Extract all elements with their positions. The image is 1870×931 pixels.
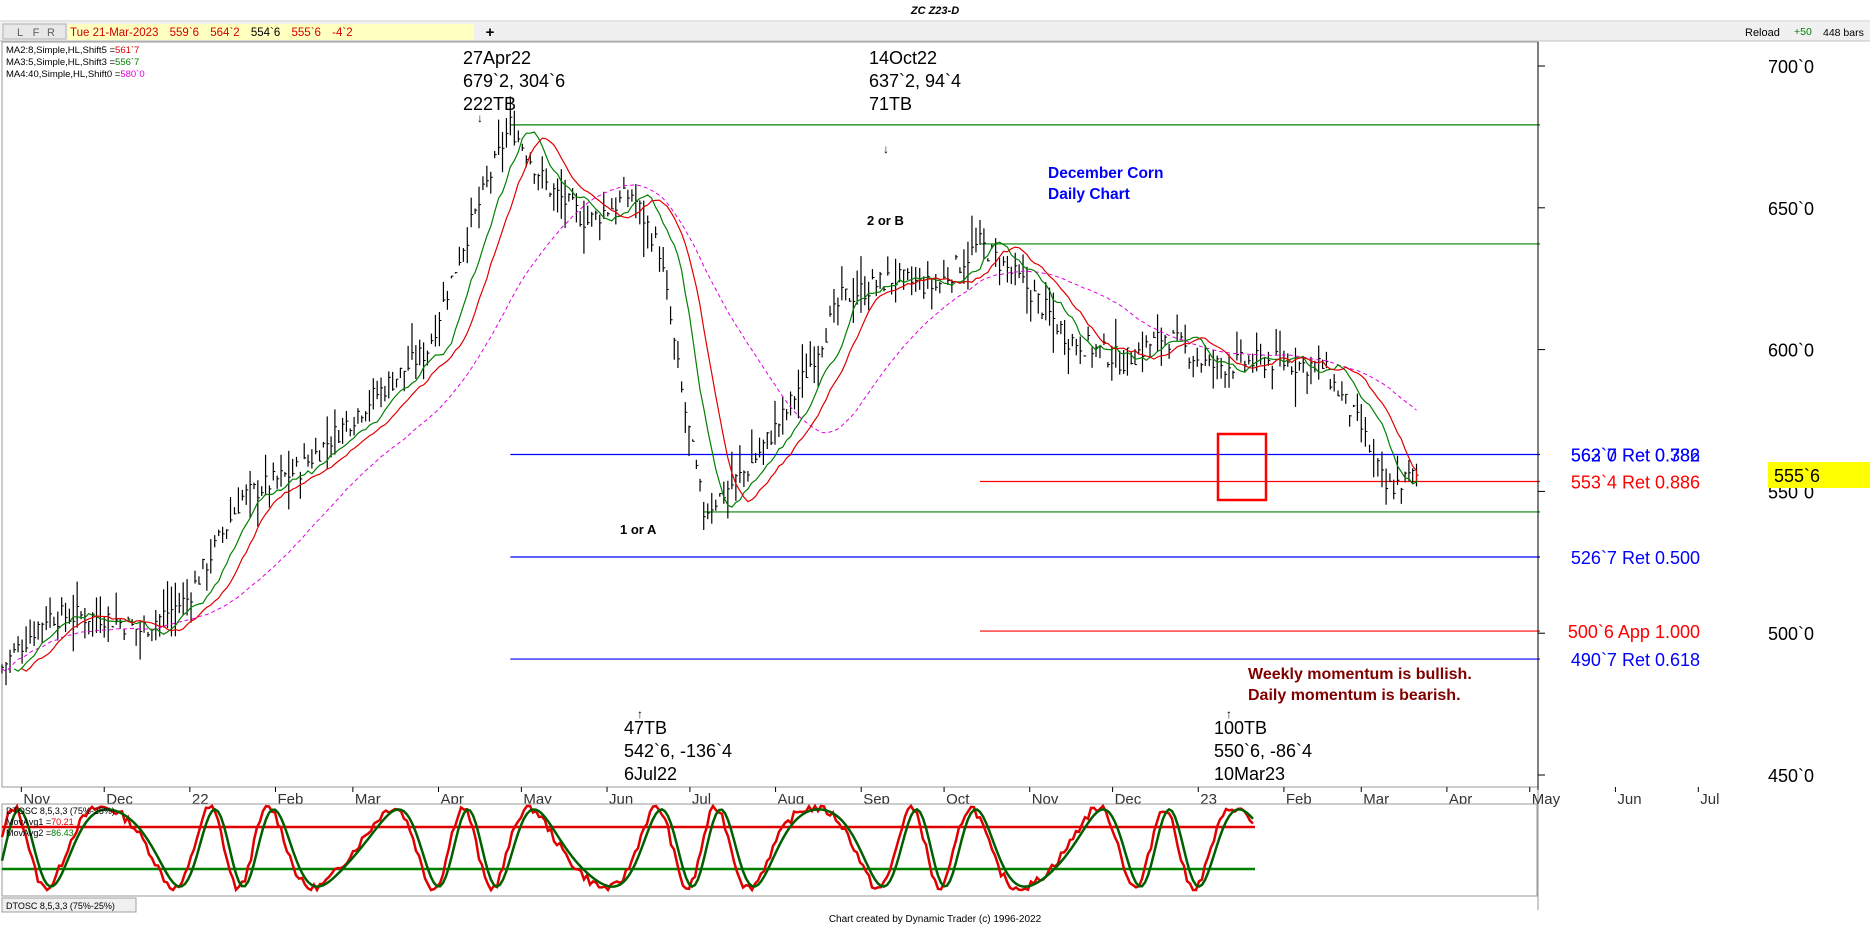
price-bars bbox=[1, 96, 1419, 686]
quote-high: 564`2 bbox=[210, 27, 239, 39]
moving-averages bbox=[1, 131, 1418, 672]
osc-ma2-line bbox=[0, 807, 1254, 889]
recent-low-box bbox=[1216, 432, 1268, 502]
quote-values: Tue 21-Mar-2023 559`6 564`2 554`6 555`6 … bbox=[70, 27, 353, 39]
high2-arrow: ↓ bbox=[883, 142, 889, 156]
x-tick-label: Jul bbox=[1700, 791, 1719, 808]
wave-label-a: 1 or A bbox=[620, 522, 657, 537]
high1-bars: 222TB bbox=[463, 94, 516, 114]
x-tick-label: May bbox=[1532, 791, 1561, 808]
add-chart-button[interactable]: + bbox=[486, 24, 495, 41]
tab-f[interactable]: F bbox=[33, 27, 40, 39]
wave-label-b: 2 or B bbox=[867, 213, 904, 228]
x-tick-label: Jun bbox=[1617, 791, 1641, 808]
ma2-line bbox=[21, 137, 1418, 672]
indicator-tab-label: DTOSC 8,5,3,3 (75%-25%) bbox=[6, 901, 115, 911]
high1-price: 679`2, 304`6 bbox=[463, 71, 565, 91]
level-label: 562`7 Ret 0.786 bbox=[1571, 446, 1700, 466]
low2-date: 10Mar23 bbox=[1214, 764, 1285, 784]
chart-title-line1: December Corn bbox=[1048, 165, 1163, 182]
footer-credit: Chart created by Dynamic Trader (c) 1996… bbox=[829, 914, 1042, 925]
low1-price: 542`6, -136`4 bbox=[624, 741, 732, 761]
quote-date: Tue 21-Mar-2023 bbox=[70, 27, 158, 39]
quote-close: 555`6 bbox=[292, 27, 321, 39]
low1-arrow: ↑ bbox=[637, 707, 643, 721]
tab-r[interactable]: R bbox=[47, 27, 55, 39]
current-price-label: 555`6 bbox=[1774, 466, 1820, 486]
y-tick-label: 650`0 bbox=[1768, 199, 1814, 219]
y-tick-label: 450`0 bbox=[1768, 766, 1814, 786]
low1-bars: 47TB bbox=[624, 718, 667, 738]
bar-count: 448 bars bbox=[1823, 27, 1864, 39]
indicator-tab[interactable] bbox=[1, 897, 137, 913]
low1-date: 6Jul22 bbox=[624, 764, 677, 784]
momentum-note-weekly: Weekly momentum is bullish. bbox=[1248, 666, 1472, 683]
quote-low: 554`6 bbox=[251, 27, 280, 39]
low2-bars: 100TB bbox=[1214, 718, 1267, 738]
level-label: 526`7 Ret 0.500 bbox=[1571, 548, 1700, 568]
level-label: 563`0 Ret 0.382 bbox=[1571, 446, 1700, 466]
chart-title-line2: Daily Chart bbox=[1048, 186, 1130, 203]
osc-legend-title: DTOSC 8,5,3,3 (75%-25%) bbox=[6, 806, 115, 816]
oscillator-lines bbox=[0, 803, 1255, 893]
y-tick-label: 600`0 bbox=[1768, 341, 1814, 361]
title-bar bbox=[0, 0, 1870, 21]
quote-box bbox=[68, 24, 474, 40]
view-tabs bbox=[2, 23, 67, 40]
quote-change: -4`2 bbox=[332, 27, 352, 39]
level-label: 553`4 Ret 0.886 bbox=[1571, 472, 1700, 492]
ma4-legend: MA4:40,Simple,HL,Shift0 =580`0 bbox=[6, 69, 145, 80]
osc-ma2-legend: MovAvg2 =86.43 bbox=[6, 828, 74, 838]
current-price-marker bbox=[1768, 462, 1870, 488]
high1-arrow: ↓ bbox=[477, 111, 483, 125]
osc-ma1-legend: MovAvg1 =70.21 bbox=[6, 817, 74, 827]
low2-price: 550`6, -86`4 bbox=[1214, 741, 1312, 761]
level-label: 500`6 App 1.000 bbox=[1568, 622, 1700, 642]
ma3-legend: MA3:5,Simple,HL,Shift3 =556`7 bbox=[6, 57, 139, 68]
reload-delta: +50 bbox=[1794, 26, 1812, 38]
level-lines bbox=[510, 124, 1540, 660]
momentum-note-daily: Daily momentum is bearish. bbox=[1248, 687, 1461, 704]
ma3-line bbox=[13, 131, 1418, 672]
y-tick-label: 700`0 bbox=[1768, 57, 1814, 77]
high2-bars: 71TB bbox=[869, 94, 912, 114]
high1-date: 27Apr22 bbox=[463, 48, 531, 68]
reload-button[interactable]: Reload bbox=[1745, 27, 1780, 39]
ma4-line bbox=[1, 184, 1417, 672]
low2-arrow: ↑ bbox=[1226, 707, 1232, 721]
quote-open: 559`6 bbox=[170, 27, 199, 39]
window-title: ZC Z23-D bbox=[910, 5, 959, 17]
level-label: 490`7 Ret 0.618 bbox=[1571, 650, 1700, 670]
ma-legend: MA2:8,Simple,HL,Shift5 =561`7 MA3:5,Simp… bbox=[6, 45, 145, 80]
high2-date: 14Oct22 bbox=[869, 48, 937, 68]
oscillator-panel bbox=[1, 803, 1538, 897]
ma2-legend: MA2:8,Simple,HL,Shift5 =561`7 bbox=[6, 45, 139, 56]
y-tick-label: 500`0 bbox=[1768, 624, 1814, 644]
high2-price: 637`2, 94`4 bbox=[869, 71, 961, 91]
tab-l[interactable]: L bbox=[17, 27, 23, 39]
